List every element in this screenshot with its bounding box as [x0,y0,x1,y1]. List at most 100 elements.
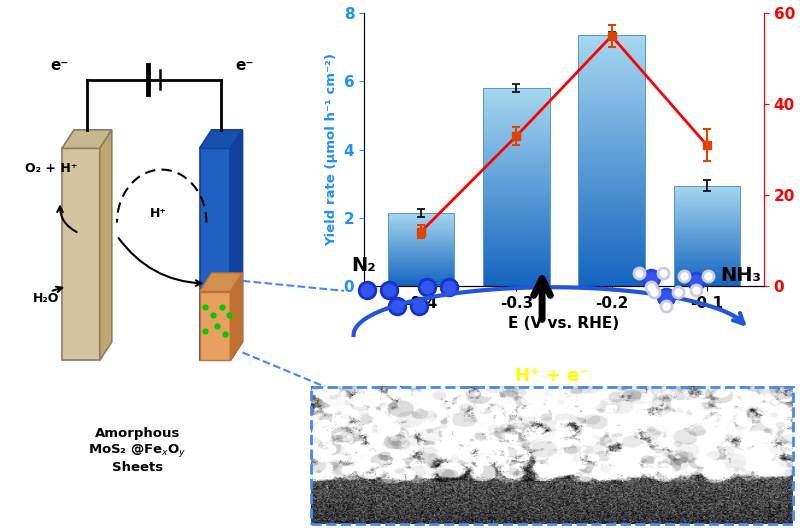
Bar [483,263,550,267]
Bar [674,271,740,273]
Bar [483,102,550,105]
Bar [674,189,740,191]
Bar [578,144,645,148]
Bar [674,216,740,217]
Bar [674,217,740,219]
Bar [674,213,740,214]
Bar [578,90,645,94]
Bar [674,263,740,264]
Bar [674,244,740,246]
Bar [388,230,454,231]
Bar [578,273,645,278]
Bar [674,246,740,248]
Bar [388,252,454,253]
Bar [674,234,740,236]
Bar [578,240,645,244]
Bar [388,240,454,241]
Bar [388,257,454,258]
Bar [578,219,645,224]
Bar [674,241,740,243]
Bar [578,140,645,144]
Bar [388,253,454,254]
Bar [483,197,550,200]
Bar [388,229,454,230]
Bar [578,111,645,115]
Bar [388,218,454,219]
Bar [388,243,454,245]
Bar [388,231,454,233]
Bar [674,191,740,192]
Bar [483,204,550,207]
Polygon shape [62,130,112,148]
Bar [388,279,454,280]
Bar [388,273,454,274]
Bar [674,224,740,226]
Bar [578,211,645,215]
Y-axis label: Yield rate (μmol h⁻¹ cm⁻²): Yield rate (μmol h⁻¹ cm⁻²) [325,53,338,246]
Bar [388,227,454,229]
Bar [483,151,550,154]
Bar [483,98,550,102]
Bar [578,94,645,98]
Bar [578,224,645,228]
Bar [388,237,454,238]
Bar [578,157,645,161]
Bar [483,181,550,184]
Bar [674,231,740,233]
Bar [483,167,550,171]
Bar [674,273,740,275]
Bar [388,250,454,251]
Bar [388,264,454,266]
Bar [578,65,645,69]
Bar [578,266,645,269]
Bar [674,226,740,227]
Bar [674,207,740,209]
Bar [578,73,645,77]
Bar [578,228,645,232]
Bar [578,161,645,165]
Bar [578,52,645,56]
Bar [483,131,550,135]
Bar [483,217,550,220]
Text: N₂: N₂ [351,257,376,276]
Bar [483,243,550,246]
Bar [578,82,645,85]
Bar [578,249,645,253]
Bar [578,77,645,82]
Bar [674,243,740,244]
Bar [483,240,550,243]
Bar [578,190,645,195]
Bar [483,171,550,174]
Bar [578,127,645,131]
Bar [388,270,454,271]
Bar [674,279,740,281]
Bar [388,275,454,277]
Bar [674,268,740,269]
Bar [578,215,645,219]
Text: H⁺ + e⁻: H⁺ + e⁻ [515,367,589,385]
Bar [674,236,740,237]
Bar [578,40,645,44]
Bar [578,148,645,153]
Bar [388,226,454,227]
Bar [388,277,454,278]
Bar [388,247,454,248]
Bar [483,95,550,98]
Bar [388,271,454,273]
Bar [578,119,645,123]
Bar [578,107,645,111]
Bar [483,250,550,253]
Bar [388,266,454,267]
Bar [674,275,740,276]
Bar [674,187,740,189]
Bar [674,237,740,239]
Bar [674,201,740,202]
Bar [483,224,550,227]
Bar [483,283,550,286]
Bar [483,92,550,95]
Text: Amorphous
MoS₂ @Fe$_x$O$_y$
Sheets: Amorphous MoS₂ @Fe$_x$O$_y$ Sheets [88,427,187,474]
Bar [578,165,645,169]
Bar [674,221,740,223]
Bar [483,276,550,280]
Bar [483,89,550,92]
